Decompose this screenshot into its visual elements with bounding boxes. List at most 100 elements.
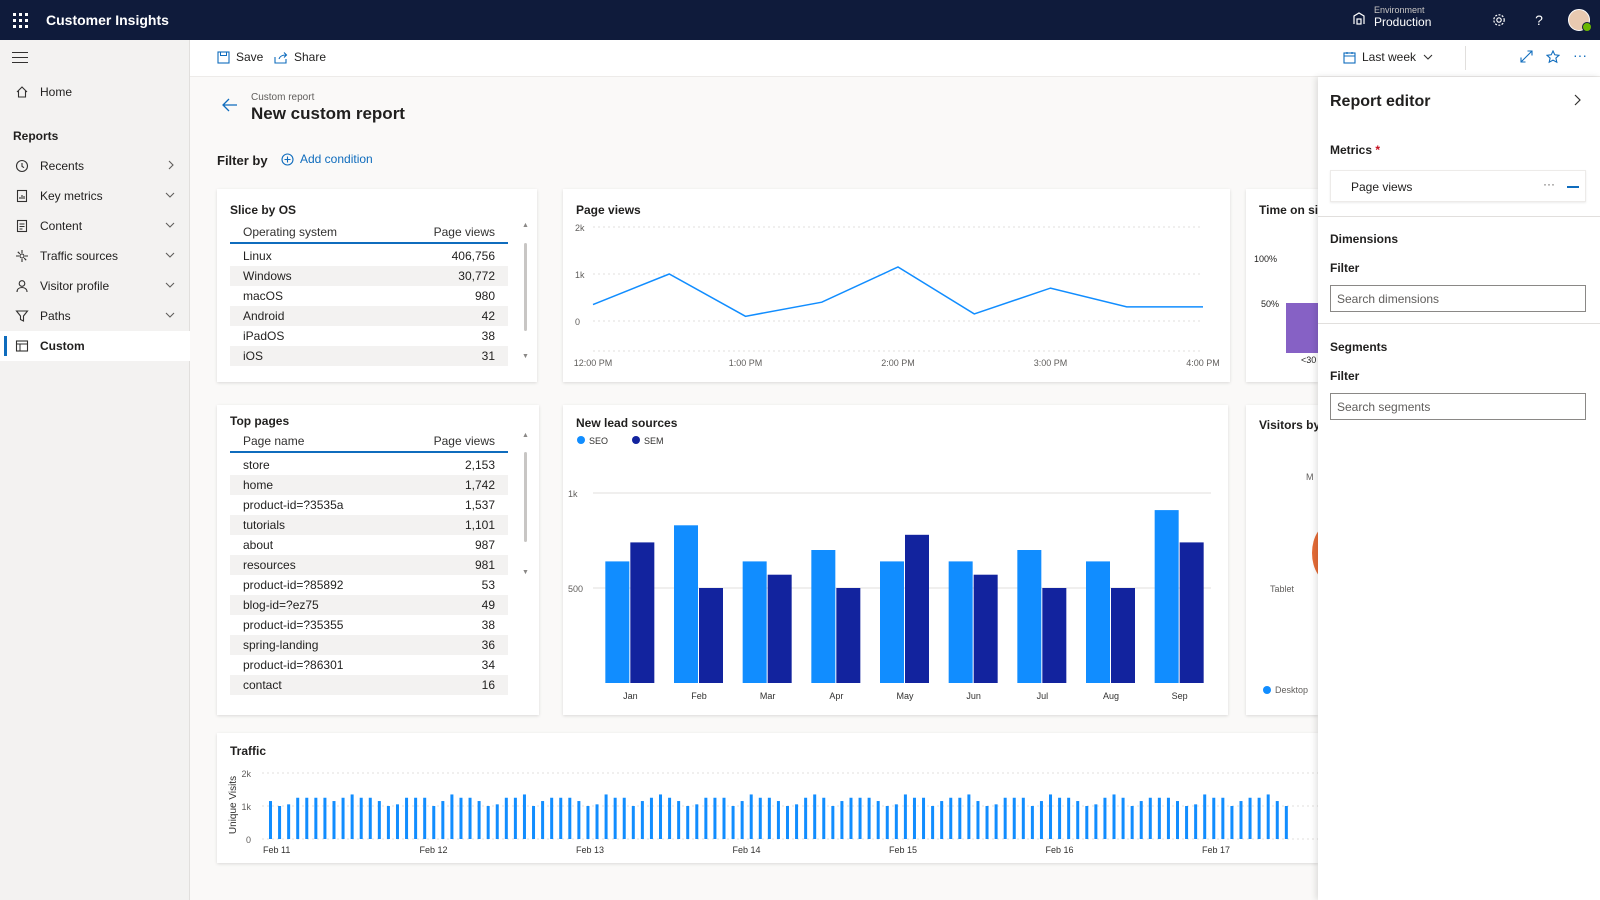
- chevron-right-icon[interactable]: [1572, 93, 1584, 107]
- traffic-bar[interactable]: [976, 801, 980, 839]
- expand-button[interactable]: [1520, 50, 1533, 63]
- data-point[interactable]: [972, 312, 976, 316]
- user-avatar[interactable]: [1568, 9, 1592, 32]
- traffic-bar[interactable]: [296, 797, 300, 839]
- traffic-bar[interactable]: [332, 801, 336, 839]
- environment-picker[interactable]: Environment Production: [1352, 5, 1431, 29]
- help-icon[interactable]: ?: [1535, 12, 1543, 28]
- bar-seo[interactable]: [1017, 550, 1042, 683]
- data-point[interactable]: [591, 303, 595, 307]
- traffic-bar[interactable]: [1003, 797, 1007, 839]
- bar-sem[interactable]: [630, 542, 655, 683]
- nav-item-key-metrics[interactable]: Key metrics: [0, 181, 190, 211]
- traffic-bar[interactable]: [1112, 794, 1116, 839]
- traffic-bar[interactable]: [822, 797, 826, 839]
- traffic-bar[interactable]: [1230, 806, 1234, 839]
- table-row[interactable]: blog-id=?ez75 49: [230, 595, 508, 615]
- settings-gear-icon[interactable]: [1489, 10, 1509, 30]
- traffic-bar[interactable]: [1257, 797, 1261, 839]
- bar-seo[interactable]: [674, 525, 698, 683]
- bar-sem[interactable]: [1111, 588, 1135, 683]
- data-point[interactable]: [744, 314, 748, 318]
- traffic-bar[interactable]: [1049, 794, 1053, 839]
- traffic-bar[interactable]: [931, 806, 935, 839]
- app-launcher-icon[interactable]: [0, 0, 40, 40]
- bar-sem[interactable]: [905, 534, 929, 683]
- table-row[interactable]: about 987: [230, 535, 508, 555]
- traffic-bar[interactable]: [287, 804, 291, 839]
- traffic-bar[interactable]: [640, 801, 644, 839]
- traffic-bar[interactable]: [513, 797, 517, 839]
- nav-item-recents[interactable]: Recents: [0, 151, 190, 181]
- bar-seo[interactable]: [880, 561, 904, 683]
- traffic-bar[interactable]: [622, 797, 626, 839]
- save-button[interactable]: Save: [217, 50, 263, 64]
- traffic-bar[interactable]: [831, 806, 835, 839]
- traffic-bar[interactable]: [495, 804, 499, 839]
- traffic-bar[interactable]: [486, 806, 490, 839]
- data-point[interactable]: [1125, 305, 1129, 309]
- traffic-bar[interactable]: [269, 801, 272, 839]
- traffic-bar[interactable]: [940, 801, 944, 839]
- scroll-down-arrow[interactable]: ▼: [522, 353, 529, 360]
- traffic-bar[interactable]: [1067, 797, 1071, 839]
- table-row[interactable]: product-id=?3535a 1,537: [230, 495, 508, 515]
- back-arrow-icon[interactable]: [222, 98, 238, 112]
- scrollbar[interactable]: [524, 243, 527, 331]
- nav-item-home[interactable]: Home: [0, 77, 190, 107]
- traffic-bar[interactable]: [595, 804, 599, 839]
- more-options-icon[interactable]: ···: [1543, 177, 1555, 191]
- column-header-os[interactable]: Operating system: [243, 225, 338, 239]
- more-options-icon[interactable]: ···: [1573, 47, 1587, 63]
- traffic-bar[interactable]: [958, 797, 962, 839]
- traffic-bar[interactable]: [1130, 806, 1134, 839]
- traffic-bar[interactable]: [577, 801, 581, 839]
- traffic-bar[interactable]: [894, 804, 898, 839]
- bar-sem[interactable]: [836, 588, 861, 683]
- traffic-bar[interactable]: [1148, 797, 1152, 839]
- traffic-bar[interactable]: [704, 797, 708, 839]
- traffic-bar[interactable]: [1248, 797, 1252, 839]
- data-point[interactable]: [1049, 286, 1053, 290]
- data-point[interactable]: [1201, 305, 1205, 309]
- traffic-bar[interactable]: [840, 801, 844, 839]
- legend-item-desktop[interactable]: Desktop: [1263, 685, 1308, 695]
- metric-item-page-views[interactable]: Page views ···: [1330, 170, 1586, 202]
- traffic-bar[interactable]: [604, 794, 608, 839]
- bar-sem[interactable]: [1179, 542, 1204, 683]
- scroll-down-arrow[interactable]: ▼: [522, 569, 529, 576]
- traffic-bar[interactable]: [432, 806, 436, 839]
- table-row[interactable]: iOS 31: [230, 346, 508, 366]
- traffic-bar[interactable]: [867, 797, 871, 839]
- traffic-bar[interactable]: [477, 801, 481, 839]
- traffic-bar[interactable]: [532, 806, 536, 839]
- traffic-bar[interactable]: [1239, 801, 1243, 839]
- traffic-bar[interactable]: [459, 797, 463, 839]
- traffic-bar[interactable]: [795, 804, 799, 839]
- traffic-bar[interactable]: [305, 797, 309, 839]
- bar-seo[interactable]: [1086, 561, 1110, 683]
- nav-item-paths[interactable]: Paths: [0, 301, 190, 331]
- traffic-bar[interactable]: [677, 801, 681, 839]
- traffic-bar[interactable]: [1203, 794, 1207, 839]
- table-row[interactable]: tutorials 1,101: [230, 515, 508, 535]
- table-row[interactable]: iPadOS 38: [230, 326, 508, 346]
- traffic-bar[interactable]: [758, 797, 762, 839]
- remove-metric-icon[interactable]: [1567, 186, 1579, 188]
- traffic-bar[interactable]: [1085, 806, 1089, 839]
- traffic-bar[interactable]: [813, 794, 817, 839]
- table-row[interactable]: macOS 980: [230, 286, 508, 306]
- traffic-bar[interactable]: [967, 794, 971, 839]
- traffic-bar[interactable]: [985, 806, 989, 839]
- traffic-bar[interactable]: [994, 804, 998, 839]
- traffic-bar[interactable]: [1176, 801, 1179, 839]
- traffic-bar[interactable]: [550, 797, 554, 839]
- traffic-bar[interactable]: [767, 797, 771, 839]
- nav-item-content[interactable]: Content: [0, 211, 190, 241]
- traffic-bar[interactable]: [1121, 797, 1125, 839]
- column-header-page-views[interactable]: Page views: [433, 225, 495, 239]
- traffic-bar[interactable]: [1012, 797, 1016, 839]
- traffic-bar[interactable]: [395, 804, 399, 839]
- bar-seo[interactable]: [811, 550, 836, 683]
- traffic-bar[interactable]: [450, 794, 454, 839]
